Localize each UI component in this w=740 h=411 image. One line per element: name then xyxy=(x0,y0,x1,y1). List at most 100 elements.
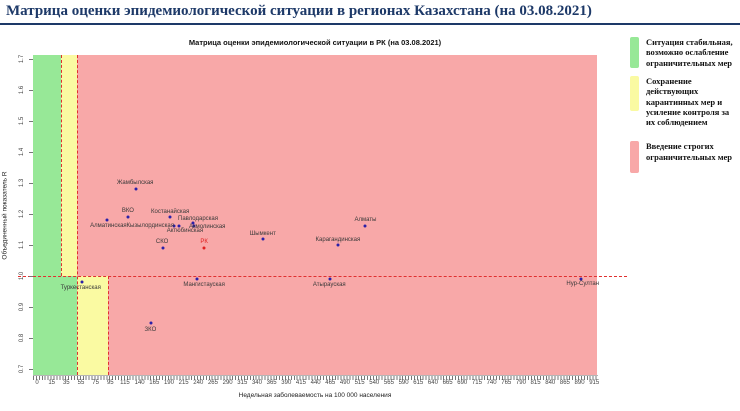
y-tick-label: 1.5 xyxy=(19,116,25,126)
y-tick-label: 1.2 xyxy=(19,209,25,219)
x-tick-label: 640 xyxy=(427,380,438,386)
data-point xyxy=(192,224,196,228)
data-point-label: Павлодарская xyxy=(178,216,219,223)
data-point xyxy=(328,277,332,281)
y-tick-label: 1.1 xyxy=(19,240,25,250)
threshold-line-middle xyxy=(76,55,78,375)
x-tick-label: 565 xyxy=(383,380,394,386)
y-axis-tick xyxy=(29,152,33,153)
x-tick-label: 890 xyxy=(574,380,585,386)
data-point-label: Акмолинская xyxy=(188,224,226,231)
data-point xyxy=(161,246,165,250)
y-tick-label: 0.9 xyxy=(19,302,25,312)
data-point-label: ВКО xyxy=(121,208,134,215)
x-tick-label: 915 xyxy=(589,380,600,386)
x-tick-label: 615 xyxy=(413,380,424,386)
x-tick-label: 690 xyxy=(457,380,468,386)
x-tick-label: 15 xyxy=(48,380,55,386)
data-point xyxy=(149,321,153,324)
y-tick-label: 1.3 xyxy=(19,178,25,188)
x-tick-label: 115 xyxy=(120,380,130,386)
data-point xyxy=(168,215,172,219)
x-tick-label: 75 xyxy=(92,380,99,386)
x-tick-label: 215 xyxy=(178,380,189,386)
data-point-label: Нур-Султан xyxy=(566,281,600,288)
x-tick-label: 715 xyxy=(471,380,482,386)
x-tick-label: 0 xyxy=(35,380,39,386)
plot-area: Жамбылская ВКО Алматинская Костанайская Кызы… xyxy=(18,55,627,375)
data-point-label: РК xyxy=(200,239,208,246)
x-tick-label: 190 xyxy=(163,380,174,386)
x-tick-label: 765 xyxy=(501,380,512,386)
data-point-label: Алматинская xyxy=(90,223,127,230)
y-axis-tick xyxy=(29,307,33,308)
data-point-label: Жамбылская xyxy=(116,180,154,187)
zone-high-risk xyxy=(33,55,597,375)
x-tick-label: 55 xyxy=(77,380,85,386)
x-tick-label: 390 xyxy=(281,380,292,386)
data-point-label: Шымкент xyxy=(249,230,276,237)
x-tick-label: 140 xyxy=(134,380,145,386)
x-axis-line xyxy=(33,375,598,376)
data-point xyxy=(579,277,583,281)
legend-label: Сохранение действующих карантинных мер и… xyxy=(646,76,730,128)
x-tick-label: 365 xyxy=(266,380,277,386)
x-tick-label: 815 xyxy=(530,380,541,386)
data-point-label: Карагандинская xyxy=(315,237,361,243)
data-point-label: Кызылординская xyxy=(126,223,174,230)
x-axis-title: Недельная заболеваемость на 100 000 насе… xyxy=(238,392,392,399)
legend-swatch xyxy=(630,141,639,174)
data-point xyxy=(177,224,181,228)
x-axis-minor-ticks xyxy=(33,376,598,380)
x-tick-label: 95 xyxy=(106,380,114,386)
x-tick-label: 165 xyxy=(149,380,160,386)
page-title: Матрица оценки эпидемиологической ситуац… xyxy=(6,3,592,19)
data-point xyxy=(126,215,130,219)
zone-stable-upper xyxy=(33,55,62,276)
y-axis-tick xyxy=(29,245,33,246)
x-tick-label: 515 xyxy=(354,380,365,386)
y-axis-tick xyxy=(29,338,33,339)
y-axis-tick xyxy=(29,369,33,370)
y-tick-label: 0.8 xyxy=(19,333,25,343)
x-tick-label: 490 xyxy=(339,380,350,386)
data-point-label: СКО xyxy=(155,239,169,246)
x-tick-label: 415 xyxy=(295,380,306,386)
zone-caution-upper xyxy=(61,55,77,276)
data-point-label: Актюбинская xyxy=(166,228,204,235)
data-point xyxy=(80,280,84,284)
data-point-label: Алматы xyxy=(354,217,377,224)
y-tick-label: 1.7 xyxy=(19,54,25,64)
chart-legend: Ситуация стабильная, возможно ослабление… xyxy=(630,37,738,174)
x-tick-label: 35 xyxy=(62,380,70,386)
data-point-label: Костанайская xyxy=(151,209,190,216)
x-tick-label: 340 xyxy=(251,380,262,386)
data-point xyxy=(105,218,109,222)
legend-swatch xyxy=(630,37,639,68)
page-header: Матрица оценки эпидемиологической ситуац… xyxy=(0,0,740,25)
data-point xyxy=(202,246,206,250)
data-point xyxy=(134,187,138,191)
y-tick-label: 1.4 xyxy=(19,147,25,157)
x-tick-label: 540 xyxy=(369,380,380,386)
y-tick-label: 0.7 xyxy=(19,364,25,374)
y-tick-label: 1.6 xyxy=(19,85,25,95)
data-point-label: Мангистауская xyxy=(183,282,225,289)
x-tick-label: 590 xyxy=(398,380,409,386)
legend-item: Сохранение действующих карантинных мер и… xyxy=(630,76,738,127)
x-tick-label: 465 xyxy=(325,380,336,386)
data-point-label: Атырауская xyxy=(312,282,346,289)
y-tick-label: 1.0 xyxy=(19,271,25,281)
x-tick-label: 865 xyxy=(559,380,570,386)
data-point-label: Туркестанская xyxy=(60,285,101,292)
x-tick-label: 290 xyxy=(222,380,233,386)
y-axis-tick xyxy=(29,121,33,122)
y-axis-tick xyxy=(29,276,33,277)
x-tick-label: 315 xyxy=(237,380,248,386)
data-point xyxy=(363,224,367,228)
y-axis-tick xyxy=(29,59,33,60)
data-point xyxy=(336,243,340,247)
threshold-line-upper-green xyxy=(61,55,63,276)
reference-line-r1 xyxy=(18,276,627,277)
